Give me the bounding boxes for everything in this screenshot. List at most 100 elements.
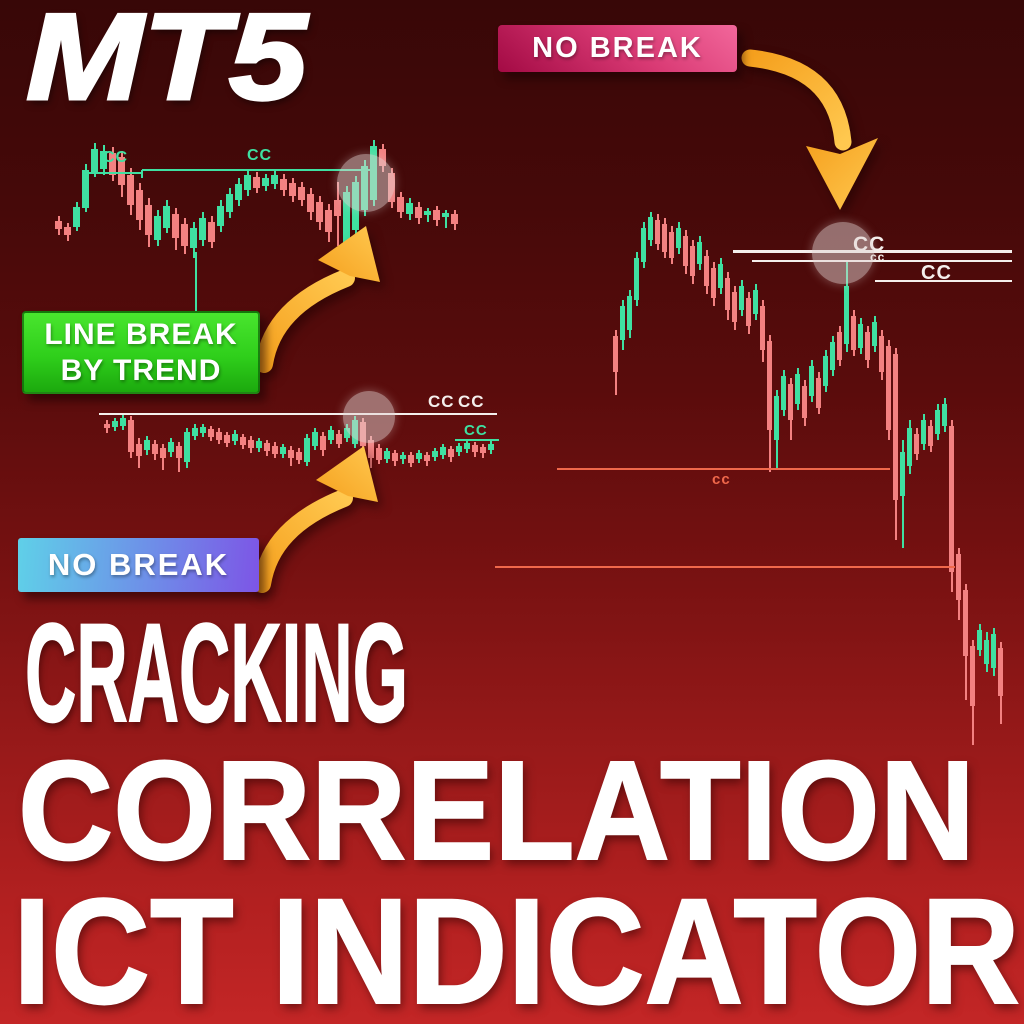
price-level-line bbox=[142, 169, 374, 171]
candle-body bbox=[136, 444, 142, 456]
candle-body bbox=[893, 354, 898, 500]
candle-body bbox=[392, 453, 398, 461]
candle-body bbox=[328, 430, 334, 440]
candle-body bbox=[970, 646, 975, 706]
candle-body bbox=[956, 554, 961, 600]
candle-body bbox=[64, 227, 71, 235]
candle-body bbox=[991, 634, 996, 668]
price-level-line bbox=[557, 467, 890, 471]
candle-body bbox=[928, 426, 933, 446]
candle-body bbox=[82, 170, 89, 208]
candle-body bbox=[244, 175, 251, 190]
candle-body bbox=[480, 447, 486, 453]
candle-body bbox=[942, 404, 947, 426]
candle-body bbox=[73, 207, 80, 227]
headline-line-1: CRACKING bbox=[24, 594, 408, 751]
connector-line bbox=[195, 252, 197, 313]
connector-line bbox=[141, 170, 143, 178]
candle-body bbox=[914, 434, 919, 454]
price-level-line bbox=[455, 439, 499, 441]
candle-body bbox=[655, 220, 660, 244]
candle-body bbox=[844, 286, 849, 344]
cc-label: CC bbox=[428, 392, 455, 411]
candle-body bbox=[641, 228, 646, 262]
candle-body bbox=[376, 448, 382, 460]
candle-body bbox=[320, 436, 326, 450]
candle-body bbox=[830, 342, 835, 370]
candle-body bbox=[379, 149, 386, 166]
candle-body bbox=[163, 206, 170, 228]
candle-body bbox=[774, 396, 779, 440]
candle-body bbox=[935, 410, 940, 434]
no-break-bottom-badge-label: NO BREAK bbox=[47, 547, 230, 582]
candle-body bbox=[192, 428, 198, 436]
candle-body bbox=[240, 437, 246, 445]
candle-body bbox=[732, 292, 737, 322]
candle-body bbox=[384, 451, 390, 459]
curved-arrow-up-icon bbox=[255, 226, 380, 373]
candle-body bbox=[397, 197, 404, 212]
candle-body bbox=[325, 210, 332, 232]
candle-body bbox=[262, 178, 269, 186]
candle-body bbox=[837, 332, 842, 360]
candle-body bbox=[280, 447, 286, 454]
candle-body bbox=[91, 149, 98, 172]
candle-body bbox=[307, 194, 314, 212]
candle-body bbox=[662, 224, 667, 252]
candle-body bbox=[907, 428, 912, 466]
price-level-line bbox=[495, 565, 955, 569]
candle-body bbox=[232, 434, 238, 441]
candle-body bbox=[296, 452, 302, 460]
candle-body bbox=[190, 228, 197, 248]
candle-body bbox=[879, 336, 884, 372]
candle-body bbox=[433, 210, 440, 220]
candle-body bbox=[316, 202, 323, 222]
candle-body bbox=[334, 200, 341, 216]
candle-wick bbox=[426, 208, 429, 222]
candle-body bbox=[343, 192, 350, 250]
candle-body bbox=[415, 207, 422, 218]
candle-body bbox=[368, 440, 374, 458]
candle-body bbox=[224, 435, 230, 443]
candle-body bbox=[112, 421, 118, 427]
candle-body bbox=[424, 211, 431, 215]
candle-body bbox=[746, 298, 751, 326]
candle-body bbox=[144, 440, 150, 450]
candle-body bbox=[288, 450, 294, 458]
candle-body bbox=[998, 648, 1003, 696]
candle-body bbox=[104, 424, 110, 428]
highlight-spot bbox=[812, 222, 874, 284]
candle-body bbox=[634, 258, 639, 300]
candle-body bbox=[248, 440, 254, 448]
candle-body bbox=[448, 449, 454, 457]
price-level-line bbox=[99, 413, 497, 415]
candle-body bbox=[120, 418, 126, 426]
candle-body bbox=[304, 438, 310, 462]
candle-body bbox=[216, 432, 222, 440]
candle-body bbox=[704, 256, 709, 286]
candle-body bbox=[823, 356, 828, 386]
candle-body bbox=[272, 446, 278, 454]
candle-body bbox=[336, 434, 342, 444]
price-level-line bbox=[87, 172, 142, 174]
candle-body bbox=[718, 264, 723, 288]
candle-body bbox=[256, 441, 262, 448]
candle-body bbox=[697, 242, 702, 264]
cc-label: CC bbox=[458, 392, 485, 411]
candle-body bbox=[872, 322, 877, 346]
cc-label: CC bbox=[921, 262, 952, 284]
candle-body bbox=[464, 443, 470, 449]
candle-body bbox=[676, 228, 681, 248]
candle-body bbox=[886, 346, 891, 430]
candle-body bbox=[217, 206, 224, 226]
candle-body bbox=[739, 286, 744, 310]
candle-body bbox=[711, 268, 716, 298]
candle-body bbox=[208, 222, 215, 242]
candle-body bbox=[456, 446, 462, 452]
candle-body bbox=[199, 218, 206, 240]
candle-body bbox=[683, 236, 688, 266]
